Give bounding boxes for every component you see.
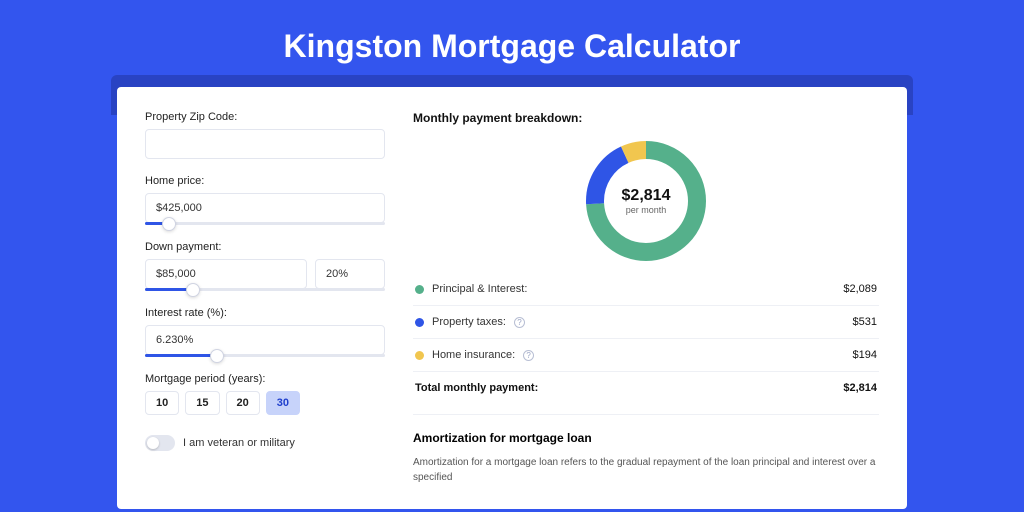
help-icon[interactable]: ? <box>523 350 534 361</box>
period-option-30[interactable]: 30 <box>266 391 300 415</box>
legend-label: Property taxes: <box>432 316 506 328</box>
down-label: Down payment: <box>145 241 385 253</box>
calculator-card: Property Zip Code: Home price: Down paym… <box>117 87 907 509</box>
legend-value: $2,089 <box>843 283 877 295</box>
total-label: Total monthly payment: <box>415 382 538 394</box>
amortization-section: Amortization for mortgage loan Amortizat… <box>413 414 879 485</box>
legend-label: Home insurance: <box>432 349 515 361</box>
period-field-group: Mortgage period (years): 1015 2030 <box>145 373 385 415</box>
donut-center-sub: per month <box>622 205 671 215</box>
page-title: Kingston Mortgage Calculator <box>0 0 1024 87</box>
total-row: Total monthly payment: $2,814 <box>413 372 879 394</box>
legend-dot <box>415 318 424 327</box>
veteran-toggle-row: I am veteran or military <box>145 435 385 451</box>
zip-label: Property Zip Code: <box>145 111 385 123</box>
breakdown-title: Monthly payment breakdown: <box>413 111 879 125</box>
period-option-15[interactable]: 15 <box>185 391 219 415</box>
down-field-group: Down payment: <box>145 241 385 291</box>
rate-label: Interest rate (%): <box>145 307 385 319</box>
legend-list: Principal & Interest: $2,089 Property taxe… <box>413 273 879 372</box>
breakdown-column: Monthly payment breakdown: $2,814 per mo… <box>413 111 879 485</box>
legend-row: Property taxes:? $531 <box>413 306 879 339</box>
help-icon[interactable]: ? <box>514 317 525 328</box>
rate-slider-thumb[interactable] <box>210 349 224 363</box>
period-options: 1015 2030 <box>145 391 385 415</box>
legend-label: Principal & Interest: <box>432 283 527 295</box>
down-slider-thumb[interactable] <box>186 283 200 297</box>
form-column: Property Zip Code: Home price: Down paym… <box>145 111 385 485</box>
legend-value: $194 <box>853 349 877 361</box>
price-slider[interactable] <box>145 222 385 225</box>
legend-dot <box>415 351 424 360</box>
rate-field-group: Interest rate (%): <box>145 307 385 357</box>
period-option-10[interactable]: 10 <box>145 391 179 415</box>
price-label: Home price: <box>145 175 385 187</box>
rate-slider[interactable] <box>145 354 385 357</box>
period-option-20[interactable]: 20 <box>226 391 260 415</box>
price-slider-thumb[interactable] <box>162 217 176 231</box>
legend-row: Home insurance:? $194 <box>413 339 879 372</box>
amortization-body: Amortization for a mortgage loan refers … <box>413 455 879 485</box>
zip-field-group: Property Zip Code: <box>145 111 385 159</box>
price-input[interactable] <box>145 193 385 223</box>
down-amount-input[interactable] <box>145 259 307 289</box>
down-slider[interactable] <box>145 288 385 291</box>
donut-chart-area: $2,814 per month <box>413 135 879 273</box>
total-value: $2,814 <box>843 382 877 394</box>
down-percent-input[interactable] <box>315 259 385 289</box>
legend-value: $531 <box>853 316 877 328</box>
legend-row: Principal & Interest: $2,089 <box>413 273 879 306</box>
donut-center-value: $2,814 <box>622 187 671 205</box>
legend-dot <box>415 285 424 294</box>
veteran-toggle[interactable] <box>145 435 175 451</box>
zip-input[interactable] <box>145 129 385 159</box>
amortization-title: Amortization for mortgage loan <box>413 431 879 445</box>
rate-input[interactable] <box>145 325 385 355</box>
veteran-label: I am veteran or military <box>183 437 295 449</box>
period-label: Mortgage period (years): <box>145 373 385 385</box>
toggle-knob <box>147 437 159 449</box>
donut-chart: $2,814 per month <box>586 141 706 261</box>
price-field-group: Home price: <box>145 175 385 225</box>
